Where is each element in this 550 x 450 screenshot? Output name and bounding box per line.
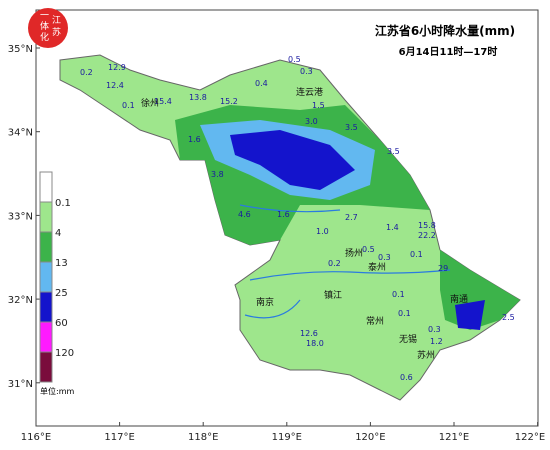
station-value: 1.6 [277,210,290,219]
station-value: 0.1 [398,309,411,318]
station-value: 0.1 [410,250,423,259]
logo-badge [28,8,68,48]
station-value: 0.5 [362,245,375,254]
legend-swatch [39,171,53,203]
legend-label: 13 [55,258,68,269]
lon-label: 120°E [355,432,385,443]
station-value: 4.6 [238,210,251,219]
lat-label: 35°N [8,44,33,55]
lon-label: 119°E [272,432,302,443]
river [239,204,451,319]
station-value: 1.4 [386,223,399,232]
station-value: 0.2 [80,68,93,77]
legend-swatch [39,261,53,293]
station-value: 12.6 [300,329,318,338]
station-value: 15.8 [418,221,436,230]
stations: 0.2 12.9 12.4 0.1 15.4 13.8 15.2 0.4 0.5… [80,55,515,382]
city: 扬州 [345,247,363,259]
city: 泰州 [368,261,386,273]
city: 无锡 [399,334,417,345]
city: 常州 [366,315,384,327]
lon-label: 116°E [21,432,51,443]
logo-char: 苏 [52,26,61,38]
logo-char: 体 [40,20,49,32]
cities: 连云港 徐州 扬州 泰州 镇江 南京 常州 无锡 苏州 南通 [141,86,468,361]
rain-zone [230,130,355,190]
city: 徐州 [141,97,159,109]
city: 南京 [256,296,274,308]
lon-label: 117°E [104,432,134,443]
station-value: 2.5 [502,313,515,322]
station-value: 3.5 [387,147,400,156]
station-value: 1.0 [316,227,329,236]
lat-label: 32°N [8,295,33,306]
lon-label: 118°E [188,432,218,443]
station-value: 0.3 [300,67,313,76]
station-value: 0.5 [288,55,301,64]
legend-label: 0.1 [55,198,71,209]
station-value: 0.3 [378,253,391,262]
legend-swatch [39,231,53,263]
legend-unit: 单位:mm [40,386,74,396]
legend-label: 60 [55,318,68,329]
legend-swatch [39,321,53,353]
station-value: 0.1 [122,101,135,110]
station-value: 3.5 [345,123,358,132]
station-value: 2.7 [345,213,358,222]
city: 南通 [450,293,468,305]
legend-swatch [39,351,53,383]
subtitle: 6月14日11时—17时 [399,45,498,58]
logo: 一 体 化 江 苏 [28,8,68,48]
lat-label: 31°N [8,379,33,390]
legend-label: 4 [55,228,61,239]
station-value: 0.2 [328,259,341,268]
logo-char: 化 [40,31,49,43]
rain-zone [455,300,485,330]
station-value: 1.2 [430,337,443,346]
city: 苏州 [417,349,435,361]
legend-swatch [39,291,53,323]
title: 江苏省6小时降水量(mm) [375,23,515,38]
station-value: 15.2 [220,97,238,106]
logo-char: 一 [40,11,49,21]
station-value: 15.4 [154,97,172,106]
lat-label: 34°N [8,128,33,139]
station-value: 29 [438,264,448,273]
station-value: 13.8 [189,93,207,102]
lat-label: 33°N [8,211,33,222]
station-value: 0.3 [428,325,441,334]
lon-label: 121°E [439,432,469,443]
station-value: 12.9 [108,63,126,72]
city: 连云港 [296,86,323,98]
station-value: 3.0 [305,117,318,126]
station-value: 0.4 [255,79,268,88]
lon-label: 122°E [515,432,545,443]
station-value: 12.4 [106,81,124,90]
station-value: 22.2 [418,231,436,240]
station-value: 0.6 [400,373,413,382]
station-value: 0.1 [392,290,405,299]
station-value: 1.6 [188,135,201,144]
legend-label: 25 [55,288,68,299]
station-value: 18.0 [306,339,324,348]
city: 镇江 [324,289,342,301]
logo-char: 江 [52,15,61,26]
station-value: 1.5 [312,101,325,110]
legend-swatch [39,201,53,233]
legend-label: 120 [55,348,74,359]
station-value: 3.8 [211,170,224,179]
